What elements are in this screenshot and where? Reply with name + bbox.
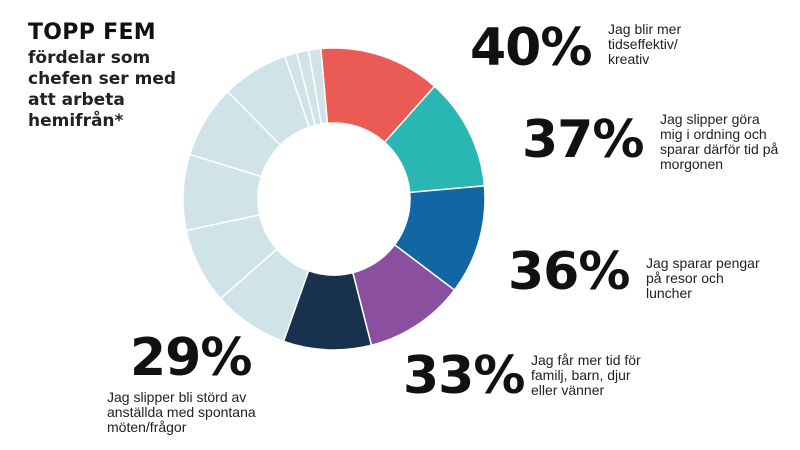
- slice-2-value: 36%: [508, 242, 630, 302]
- slice-0-text: Jag blir mer tidseffektiv/ kreativ: [608, 21, 682, 67]
- slice-4-value: 29%: [130, 328, 252, 388]
- slice-3-text: Jag får mer tid för familj, barn, djur e…: [531, 352, 641, 398]
- slice-3-value: 33%: [403, 346, 525, 406]
- slice-4-text: Jag slipper bli störd av anställda med s…: [107, 389, 256, 435]
- chart-subtitle: fördelar som chefen ser med att arbeta h…: [28, 48, 177, 131]
- slice-1-text: Jag slipper göra mig i ordning och spara…: [660, 111, 779, 172]
- chart-title: TOPP FEM: [28, 20, 156, 45]
- slice-2-text: Jag sparar pengar på resor och luncher: [646, 255, 760, 301]
- slice-0-value: 40%: [470, 18, 592, 78]
- donut-other-slice-7: [307, 47, 329, 125]
- slice-1-value: 37%: [522, 110, 644, 170]
